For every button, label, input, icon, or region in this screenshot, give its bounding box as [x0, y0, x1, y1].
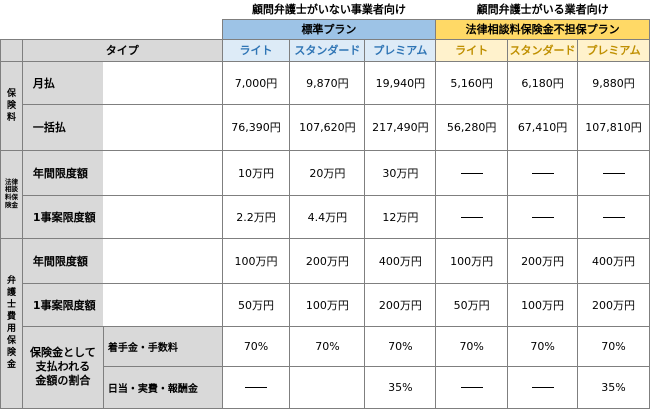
col-standard-standard: スタンダード: [289, 38, 366, 62]
cell-empty: [289, 365, 366, 409]
header-blank-2: [1, 19, 223, 39]
row-label-ratio: 保険金として 支払われる 金額の割合: [21, 325, 104, 409]
row-sublabel-empty: [103, 237, 223, 284]
cell-value: 30万円: [364, 149, 437, 196]
cell-value: 12万円: [364, 194, 437, 239]
cell-dash: [507, 365, 579, 409]
row-label-monthly: 月払: [21, 60, 104, 105]
cell-value: 400万円: [577, 237, 650, 284]
cell-value: 50万円: [221, 282, 291, 327]
cell-value: 70%: [289, 325, 366, 367]
row-sublabel-empty: [103, 60, 223, 105]
row-label-fee: 着手金・手数料: [102, 325, 223, 367]
dash-mark: [460, 172, 483, 174]
cell-value: 217,490円: [364, 103, 437, 151]
dash-mark: [531, 172, 554, 174]
dash-mark: [602, 172, 625, 174]
dash-mark: [460, 387, 483, 388]
ratio-label-line2: 支払われる: [35, 360, 91, 373]
group-header-with-lawyer: 顧問弁護士がいる業者向け: [476, 3, 609, 17]
cell-value: 9,870円: [289, 60, 366, 105]
cell-value: 35%: [364, 365, 437, 409]
row-label-lawyer-case: 1事案限度額: [21, 282, 104, 327]
cell-value: 56,280円: [435, 103, 509, 151]
section-consult: 法律相談料保険金: [0, 149, 23, 239]
dash-mark: [531, 216, 554, 218]
cell-value: 70%: [435, 325, 509, 367]
row-label-daily: 日当・実費・報酬金: [102, 365, 223, 409]
row-label-consult-case: 1事案限度額: [21, 194, 104, 239]
type-header: タイプ: [21, 38, 223, 62]
row-sublabel-empty: [103, 149, 223, 196]
cell-dash: [577, 149, 650, 196]
group-header-no-lawyer: 顧問弁護士がいない事業者向け: [251, 3, 406, 17]
col-premium-nocoverage: プレミアム: [577, 38, 650, 62]
cell-value: 200万円: [577, 282, 650, 327]
row-sublabel-empty: [103, 282, 223, 327]
cell-dash: [507, 194, 579, 239]
cell-value: 10万円: [221, 149, 291, 196]
cell-value: 70%: [507, 325, 579, 367]
row-label-consult-annual: 年間限度額: [21, 149, 104, 196]
dash-mark: [602, 216, 625, 218]
cell-value: 200万円: [364, 282, 437, 327]
cell-value: 107,620円: [289, 103, 366, 151]
cell-value: 200万円: [289, 237, 366, 284]
cell-dash: [221, 365, 291, 409]
cell-dash: [435, 194, 509, 239]
type-corner: [0, 38, 23, 62]
cell-value: 70%: [364, 325, 437, 367]
dash-mark: [460, 216, 483, 218]
standard-plan-header: 標準プラン: [221, 18, 437, 40]
cell-value: 200万円: [507, 237, 579, 284]
cell-value: 7,000円: [221, 60, 291, 105]
cell-value: 70%: [221, 325, 291, 367]
cell-value: 400万円: [364, 237, 437, 284]
cell-value: 70%: [577, 325, 650, 367]
section-lawyer: 弁護士費用保険金: [0, 237, 23, 409]
cell-value: 2.2万円: [221, 194, 291, 239]
cell-value: 100万円: [507, 282, 579, 327]
dash-mark: [531, 387, 554, 388]
cell-value: 50万円: [435, 282, 509, 327]
col-premium-standard: プレミアム: [364, 38, 437, 62]
cell-value: 107,810円: [577, 103, 650, 151]
col-light-standard: ライト: [221, 38, 291, 62]
row-sublabel-empty: [103, 194, 223, 239]
cell-value: 35%: [577, 365, 650, 409]
cell-dash: [435, 149, 509, 196]
cell-value: 5,160円: [435, 60, 509, 105]
cell-dash: [507, 149, 579, 196]
cell-value: 100万円: [435, 237, 509, 284]
ratio-label-line1: 保険金として: [30, 346, 96, 359]
col-light-nocoverage: ライト: [435, 38, 509, 62]
row-label-lawyer-annual: 年間限度額: [21, 237, 104, 284]
cell-value: 100万円: [289, 282, 366, 327]
cell-value: 76,390円: [221, 103, 291, 151]
cell-dash: [435, 365, 509, 409]
row-label-lump: 一括払: [21, 103, 104, 151]
row-sublabel-empty: [103, 103, 223, 151]
cell-value: 20万円: [289, 149, 366, 196]
cell-value: 19,940円: [364, 60, 437, 105]
cell-value: 100万円: [221, 237, 291, 284]
cell-value: 4.4万円: [289, 194, 366, 239]
section-premium: 保険料: [0, 60, 23, 151]
cell-value: 9,880円: [577, 60, 650, 105]
dash-mark: [245, 387, 268, 388]
ratio-label-line3: 金額の割合: [35, 374, 91, 387]
cell-dash: [577, 194, 650, 239]
col-standard-nocoverage: スタンダード: [507, 38, 579, 62]
cell-value: 67,410円: [507, 103, 579, 151]
header-blank: [1, 0, 223, 19]
no-coverage-plan-header: 法律相談料保険金不担保プラン: [435, 18, 650, 40]
cell-value: 6,180円: [507, 60, 579, 105]
